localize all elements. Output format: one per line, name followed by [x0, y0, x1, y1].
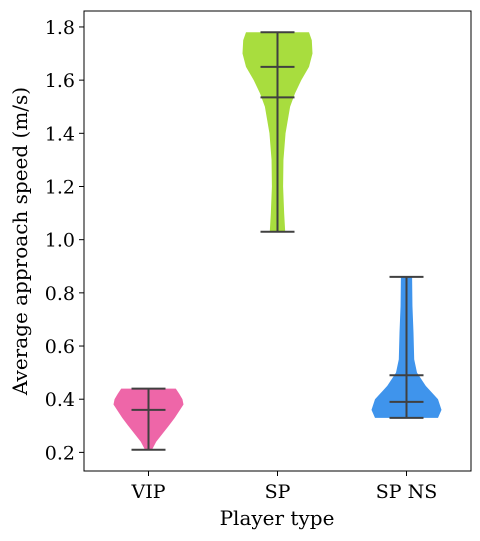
x-tick-label: SP — [265, 481, 291, 503]
y-tick-label: 0.2 — [45, 442, 75, 464]
y-tick-label: 1.6 — [45, 70, 75, 92]
y-tick-label: 1.4 — [45, 123, 75, 145]
y-tick-label: 0.6 — [45, 336, 75, 358]
y-tick-label: 0.4 — [45, 389, 75, 411]
y-tick-label: 1.2 — [45, 176, 75, 198]
y-tick-label: 0.8 — [45, 283, 75, 305]
x-axis-label: Player type — [220, 506, 335, 530]
x-tick-label: VIP — [130, 481, 165, 503]
y-axis: 0.2 0.4 0.6 0.8 1.0 1.2 1.4 1.6 1.8 — [45, 17, 84, 464]
violins — [113, 31, 442, 451]
x-tick-label: SP NS — [376, 481, 437, 503]
y-axis-label: Average approach speed (m/s) — [8, 87, 32, 396]
y-tick-label: 1.0 — [45, 230, 75, 252]
y-tick-label: 1.8 — [45, 17, 75, 39]
x-axis: VIP SP SP NS — [130, 471, 437, 503]
